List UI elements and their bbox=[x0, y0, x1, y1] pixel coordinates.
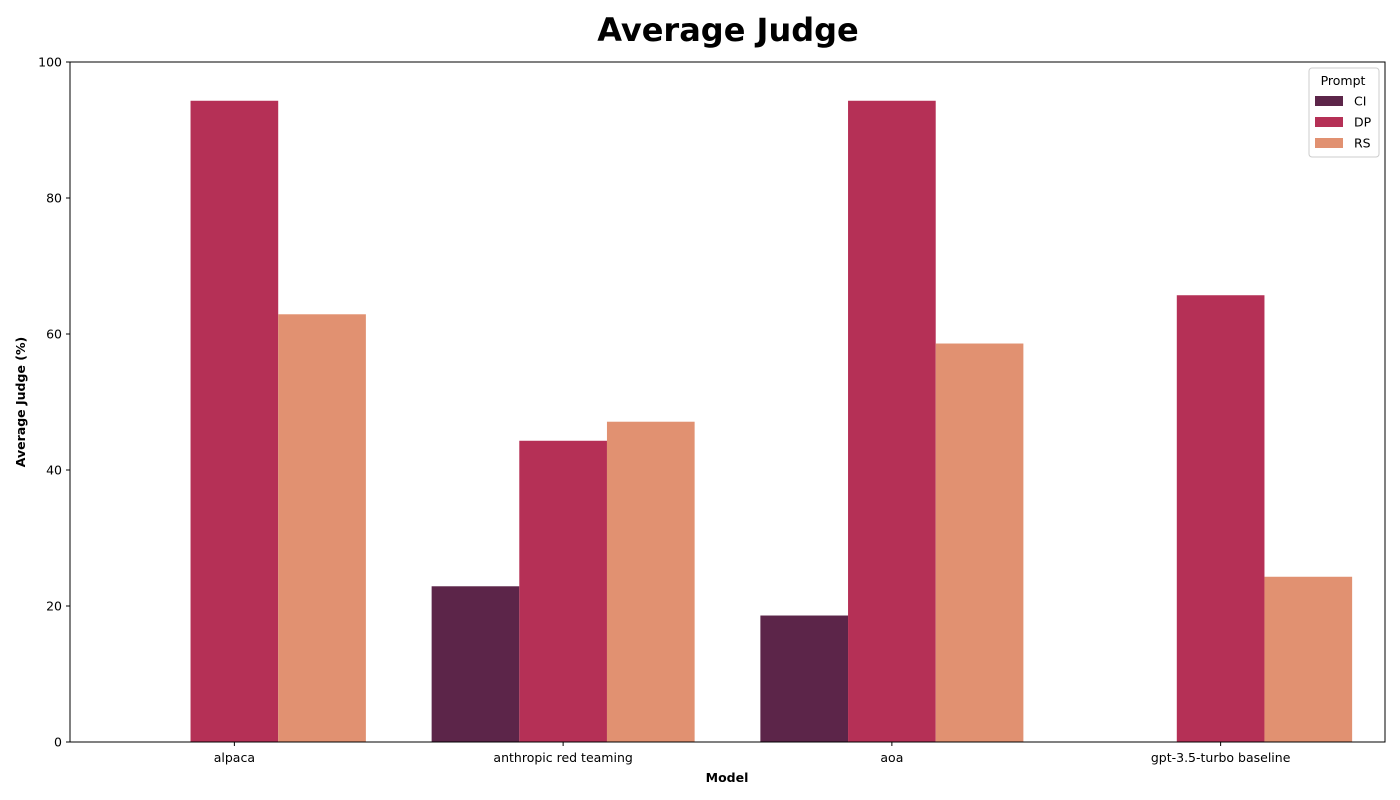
y-tick-label: 20 bbox=[46, 599, 62, 614]
x-axis-label: Model bbox=[706, 770, 749, 785]
bar-dp-0 bbox=[190, 100, 279, 742]
bar-rs-3 bbox=[1264, 576, 1353, 742]
bar-dp-3 bbox=[1176, 295, 1265, 742]
y-tick-label: 40 bbox=[46, 463, 62, 478]
y-axis: 0 20 40 60 80 100 bbox=[38, 55, 70, 750]
plot-frame bbox=[69, 61, 1386, 743]
bar-ci-2 bbox=[760, 615, 849, 742]
bar-rs-1 bbox=[606, 421, 695, 742]
legend-box bbox=[1308, 67, 1380, 158]
chart-title: Average Judge bbox=[597, 11, 859, 49]
y-tick-label: 100 bbox=[38, 55, 62, 70]
bar-dp-2 bbox=[848, 100, 936, 742]
x-axis: alpaca anthropic red teaming aoa gpt-3.5-tu… bbox=[214, 742, 1291, 765]
legend: Prompt CI DP RS bbox=[1308, 67, 1380, 158]
x-tick-label: gpt-3.5-turbo baseline bbox=[1151, 750, 1291, 765]
bar-rs-2 bbox=[935, 343, 1024, 742]
legend-swatch-rs bbox=[1315, 138, 1343, 148]
legend-title: Prompt bbox=[1321, 73, 1366, 88]
bar-rs-0 bbox=[278, 314, 366, 742]
y-tick-label: 0 bbox=[54, 735, 62, 750]
y-tick-label: 80 bbox=[46, 191, 62, 206]
legend-label-ci: CI bbox=[1354, 94, 1366, 109]
legend-swatch-dp bbox=[1315, 117, 1343, 127]
y-tick-label: 60 bbox=[46, 327, 62, 342]
y-axis-label: Average Judge (%) bbox=[13, 337, 28, 467]
bar-dp-1 bbox=[519, 440, 607, 742]
legend-swatch-ci bbox=[1315, 96, 1343, 106]
bar-ci-1 bbox=[431, 586, 520, 742]
legend-label-dp: DP bbox=[1354, 115, 1372, 130]
x-tick-label: anthropic red teaming bbox=[493, 750, 632, 765]
x-tick-label: aoa bbox=[880, 750, 903, 765]
legend-label-rs: RS bbox=[1354, 136, 1371, 151]
x-tick-label: alpaca bbox=[214, 750, 255, 765]
bars-layer bbox=[190, 100, 1353, 742]
